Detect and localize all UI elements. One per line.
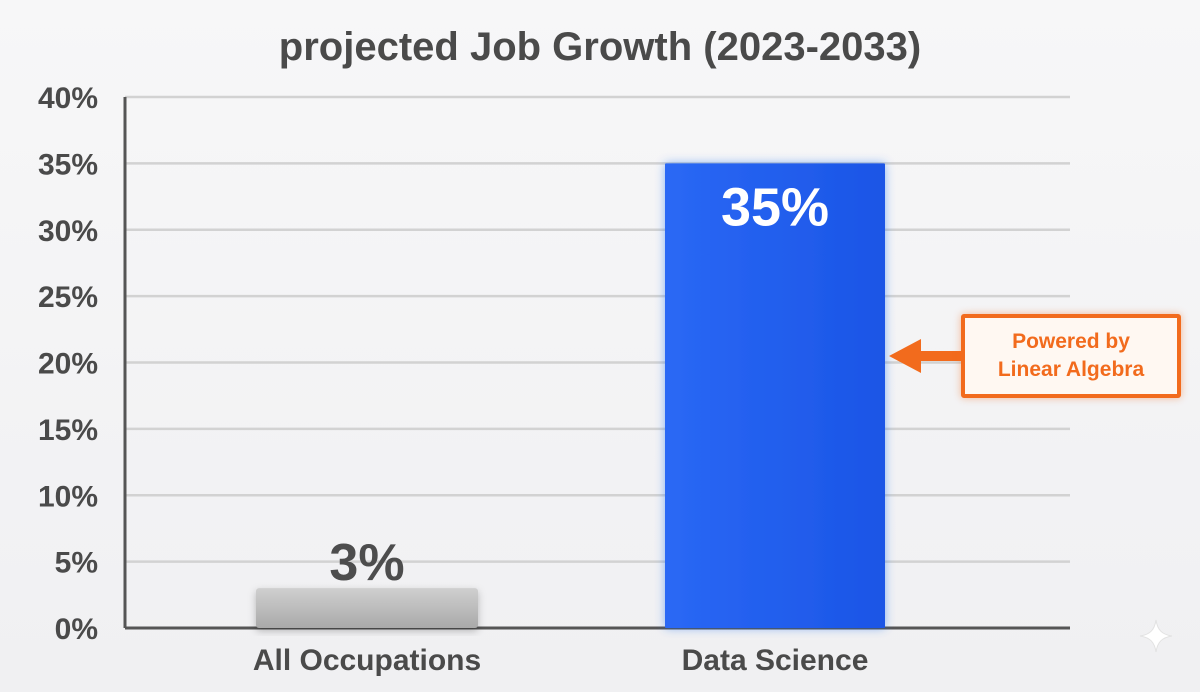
annotation-line-1: Powered by: [1012, 330, 1130, 353]
chart-title: projected Job Growth (2023-2033): [279, 25, 921, 69]
sparkle-icon: [1139, 619, 1173, 653]
bar-data-science: [665, 163, 885, 628]
value-labels: 3% 35%: [329, 177, 829, 592]
y-tick-label: 30%: [38, 215, 98, 248]
y-tick-label: 10%: [38, 480, 98, 513]
annotation-arrow-head: [889, 339, 921, 373]
x-axis-categories: All Occupations Data Science: [253, 644, 869, 677]
bar-all-occupations: [256, 588, 478, 628]
y-tick-label: 15%: [38, 414, 98, 447]
gridlines: [125, 95, 1070, 563]
y-tick-label: 20%: [38, 348, 98, 381]
annotation-callout: Powered by Linear Algebra: [961, 314, 1181, 398]
x-category-label: All Occupations: [253, 644, 481, 677]
y-tick-label: 35%: [38, 148, 98, 181]
y-tick-label: 25%: [38, 281, 98, 314]
value-label: 3%: [329, 534, 404, 592]
y-tick-label: 5%: [55, 547, 98, 580]
y-axis-ticks: 0% 5% 10% 15% 20% 25% 30% 35% 40%: [38, 82, 98, 646]
annotation-line-2: Linear Algebra: [997, 358, 1145, 381]
y-tick-label: 40%: [38, 82, 98, 115]
annotation-arrow-shaft: [919, 351, 961, 361]
bars: [256, 163, 885, 628]
value-label: 35%: [721, 177, 829, 237]
annotation-arrow: [889, 339, 961, 373]
x-category-label: Data Science: [682, 644, 869, 677]
y-tick-label: 0%: [55, 613, 98, 646]
